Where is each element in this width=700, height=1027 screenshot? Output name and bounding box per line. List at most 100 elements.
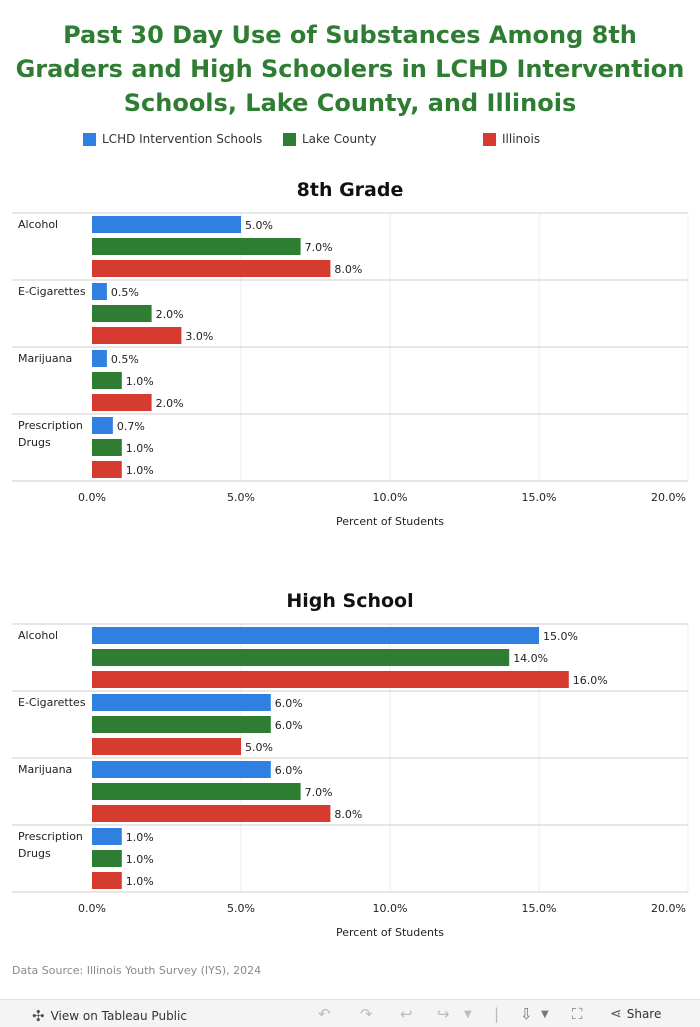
bar-lchd[interactable] — [92, 828, 122, 845]
x-tick-label: 5.0% — [227, 902, 255, 915]
chart-high-school: High School Alcohol 15.0% 14.0% 16.0% E-Cigar… — [12, 590, 689, 939]
category-label: Alcohol — [18, 218, 58, 231]
x-axis-title: Percent of Students — [336, 926, 444, 939]
bar-lake-county[interactable] — [92, 439, 122, 456]
category-label: Prescription Drugs — [18, 419, 83, 449]
x-axis-title: Percent of Students — [336, 515, 444, 528]
data-label: 6.0% — [275, 719, 303, 732]
data-label: 2.0% — [156, 397, 184, 410]
bar-lake-county[interactable] — [92, 238, 301, 255]
bar-illinois[interactable] — [92, 738, 241, 755]
legend-label-lake-county: Lake County — [302, 132, 377, 146]
bar-lchd[interactable] — [92, 216, 241, 233]
data-label: 2.0% — [156, 308, 184, 321]
bar-lchd[interactable] — [92, 627, 539, 644]
bar-illinois[interactable] — [92, 805, 331, 822]
x-tick-label: 10.0% — [373, 902, 408, 915]
chart-subtitle: High School — [286, 590, 413, 612]
tableau-footer: ✣ View on Tableau Public ↶ ↷ ↩ ↪ ▼ | ⇩ ▼… — [0, 999, 700, 1027]
data-label: 7.0% — [305, 241, 333, 254]
data-label: 3.0% — [185, 330, 213, 343]
data-label: 14.0% — [513, 652, 548, 665]
revert-icon[interactable]: ↩ — [400, 1005, 413, 1023]
data-label: 0.5% — [111, 353, 139, 366]
divider-icon: | — [494, 1005, 500, 1023]
data-label: 6.0% — [275, 764, 303, 777]
legend-swatch-lake-county — [283, 132, 296, 146]
share-label: Share — [626, 1007, 662, 1021]
bar-illinois[interactable] — [92, 394, 152, 411]
data-label: 5.0% — [245, 219, 273, 232]
bar-illinois[interactable] — [92, 671, 569, 688]
bar-illinois[interactable] — [92, 327, 182, 344]
bar-lchd[interactable] — [92, 694, 271, 711]
refresh-icon[interactable]: ↪ — [437, 1005, 450, 1023]
x-tick-label: 5.0% — [227, 491, 255, 504]
download-dropdown-icon[interactable]: ▼ — [541, 1009, 549, 1020]
x-tick-label: 20.0% — [651, 902, 686, 915]
bar-lake-county[interactable] — [92, 305, 152, 322]
bar-lchd[interactable] — [92, 283, 107, 300]
category-label: Alcohol — [18, 629, 58, 642]
data-label: 1.0% — [126, 831, 154, 844]
fullscreen-icon[interactable]: ⛶ — [572, 1005, 583, 1023]
bar-lake-county[interactable] — [92, 783, 301, 800]
bar-lchd[interactable] — [92, 350, 107, 367]
category-label: Marijuana — [18, 763, 72, 776]
bar-lchd[interactable] — [92, 761, 271, 778]
legend-item-lake-county[interactable]: Lake County — [283, 132, 377, 146]
category-label: Prescription Drugs — [18, 830, 83, 860]
x-tick-label: 20.0% — [651, 491, 686, 504]
legend-label-illinois: Illinois — [502, 132, 541, 146]
data-label: 1.0% — [126, 464, 154, 477]
x-tick-label: 0.0% — [78, 902, 106, 915]
data-label: 16.0% — [573, 674, 608, 687]
legend-label-lchd: LCHD Intervention Schools — [102, 132, 263, 146]
bar-lake-county[interactable] — [92, 716, 271, 733]
legend-item-lchd[interactable]: LCHD Intervention Schools — [83, 132, 262, 146]
share-button[interactable]: ⋖ Share — [610, 1006, 661, 1022]
bar-illinois[interactable] — [92, 260, 331, 277]
chart-subtitle: 8th Grade — [297, 179, 404, 201]
data-label: 6.0% — [275, 697, 303, 710]
bar-illinois[interactable] — [92, 461, 122, 478]
data-label: 8.0% — [334, 808, 362, 821]
refresh-dropdown-icon[interactable]: ▼ — [464, 1009, 472, 1020]
download-icon[interactable]: ⇩ — [520, 1005, 533, 1023]
legend-item-illinois[interactable]: Illinois — [483, 132, 540, 146]
bar-lake-county[interactable] — [92, 372, 122, 389]
category-label: E-Cigarettes — [18, 285, 86, 298]
data-label: 15.0% — [543, 630, 578, 643]
data-label: 8.0% — [334, 263, 362, 276]
data-label: 0.7% — [117, 420, 145, 433]
bar-lchd[interactable] — [92, 417, 113, 434]
data-label: 1.0% — [126, 442, 154, 455]
data-label: 7.0% — [305, 786, 333, 799]
redo-icon[interactable]: ↷ — [360, 1005, 373, 1023]
chart-8th-grade: 8th Grade Alcohol 5.0% 7.0%8.0% E-Cigarettes… — [12, 179, 689, 528]
x-tick-label: 15.0% — [522, 491, 557, 504]
bar-illinois[interactable] — [92, 872, 122, 889]
legend: LCHD Intervention Schools Lake County Il… — [0, 132, 700, 152]
data-source-note: Data Source: Illinois Youth Survey (IYS)… — [12, 964, 262, 977]
category-label: E-Cigarettes — [18, 696, 86, 709]
legend-swatch-illinois — [483, 132, 496, 146]
bar-lake-county[interactable] — [92, 649, 510, 666]
view-on-tableau-link[interactable]: ✣ View on Tableau Public — [32, 1007, 187, 1025]
x-tick-label: 10.0% — [373, 491, 408, 504]
data-label: 1.0% — [126, 853, 154, 866]
undo-icon[interactable]: ↶ — [318, 1005, 331, 1023]
x-tick-label: 0.0% — [78, 491, 106, 504]
x-tick-label: 15.0% — [522, 902, 557, 915]
share-icon: ⋖ — [610, 1006, 622, 1022]
chart-title: Past 30 Day Use of Substances Among 8th … — [15, 21, 685, 117]
legend-swatch-lchd — [83, 132, 96, 146]
tableau-logo-icon: ✣ — [32, 1007, 45, 1025]
data-label: 1.0% — [126, 875, 154, 888]
data-label: 5.0% — [245, 741, 273, 754]
category-label: Marijuana — [18, 352, 72, 365]
data-label: 1.0% — [126, 375, 154, 388]
bar-lake-county[interactable] — [92, 850, 122, 867]
view-on-tableau-label: View on Tableau Public — [50, 1009, 187, 1023]
data-label: 0.5% — [111, 286, 139, 299]
